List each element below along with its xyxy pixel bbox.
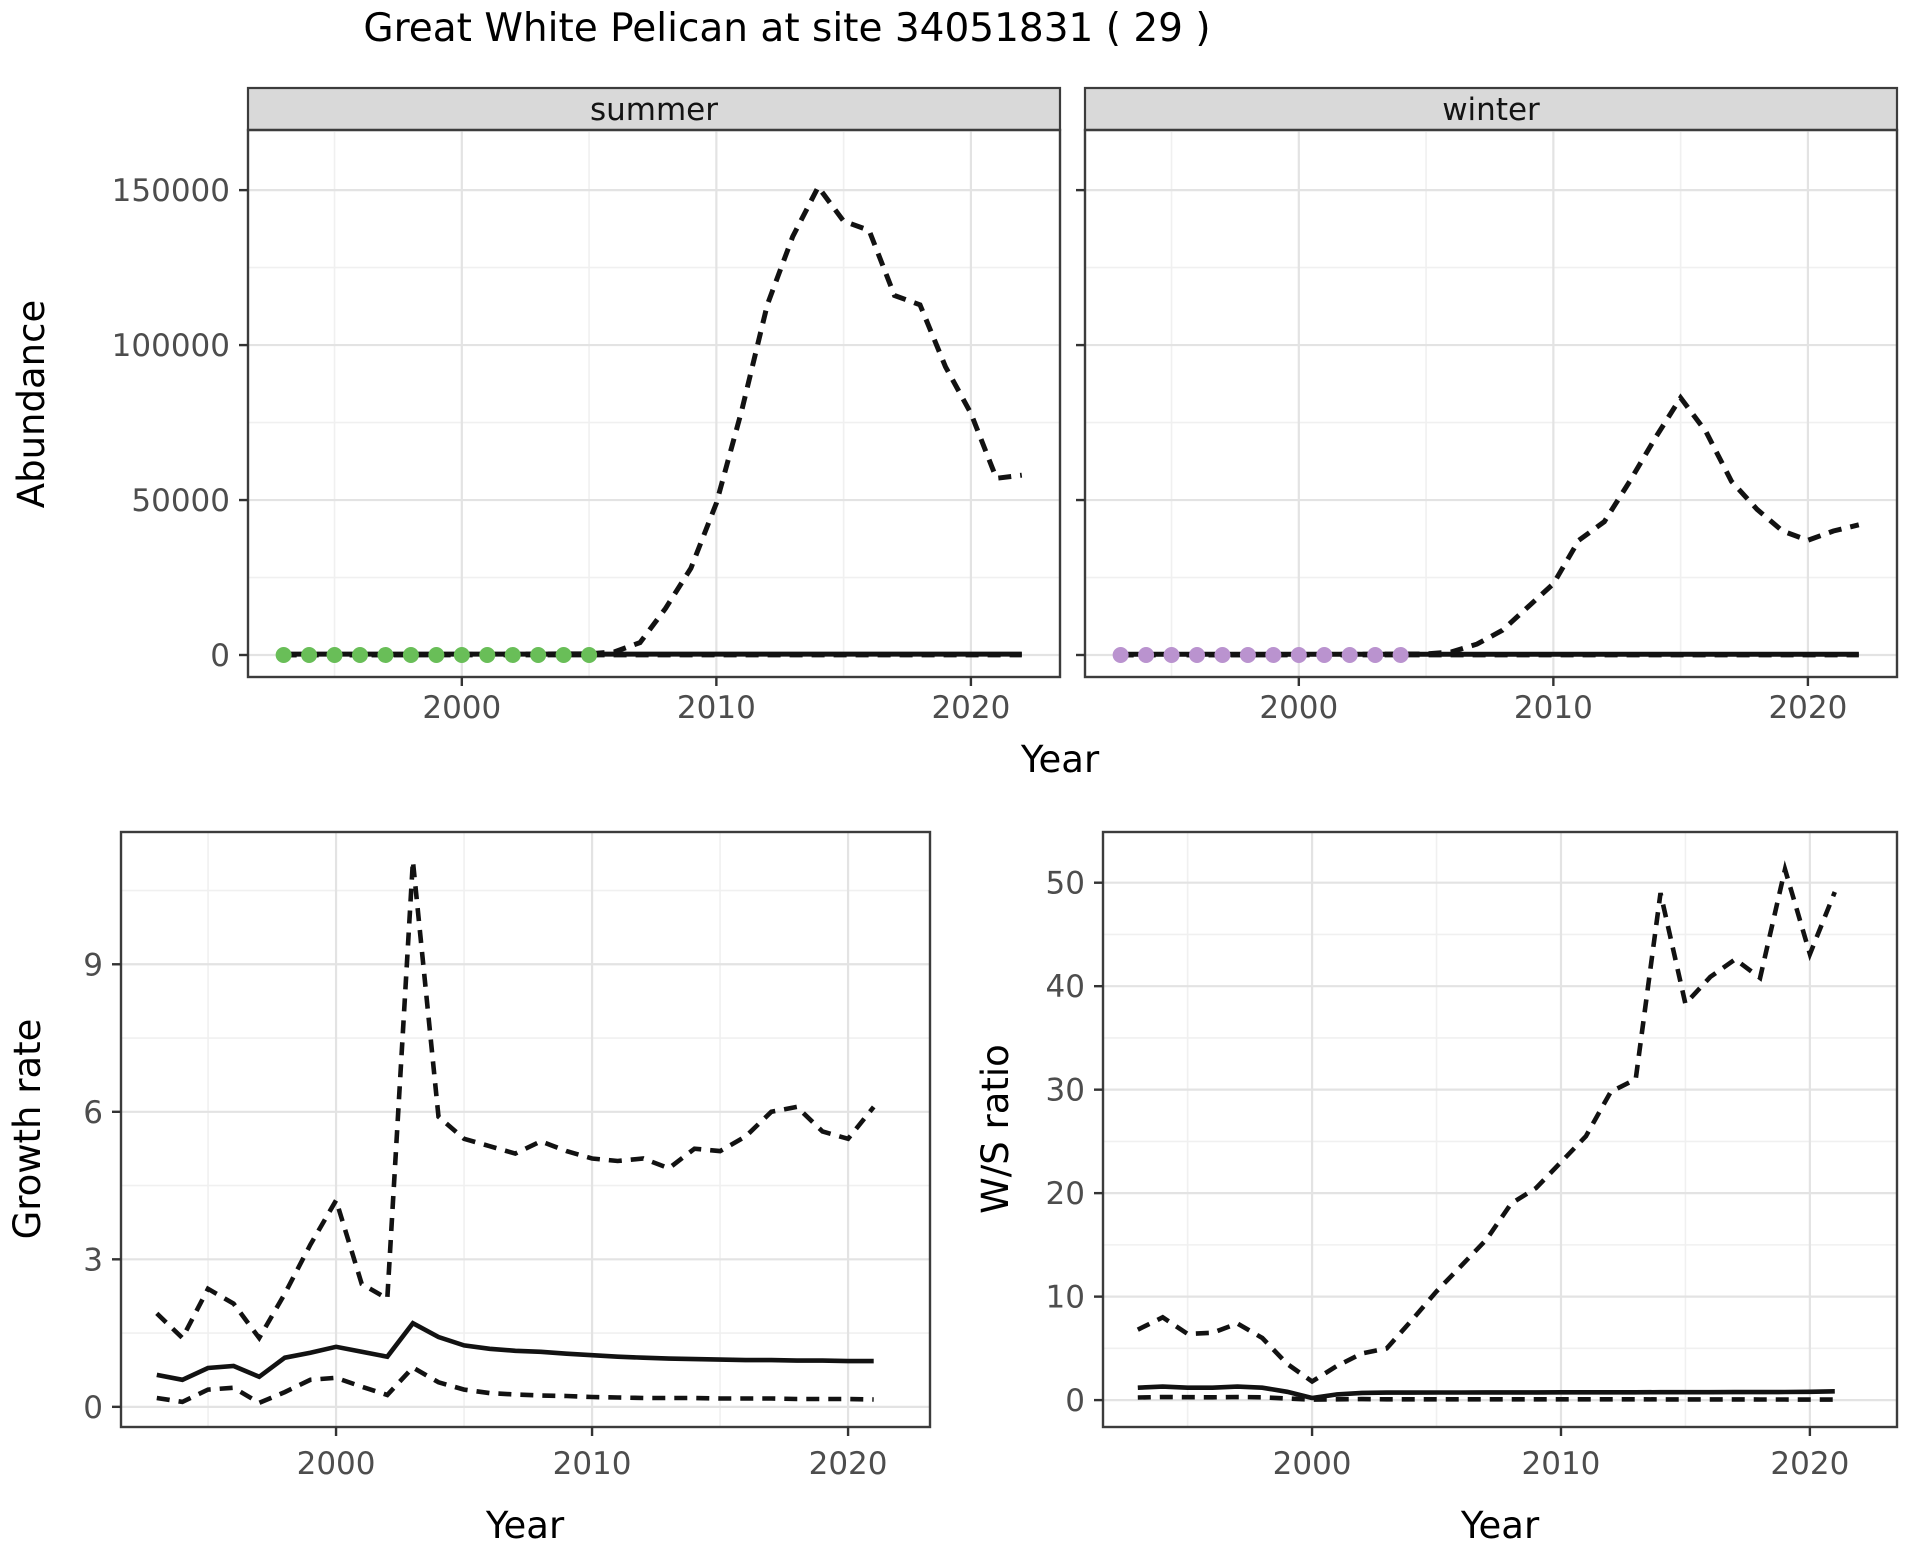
y-tick-label: 40 xyxy=(1046,969,1085,1005)
x-tick-label: 2010 xyxy=(1514,690,1593,726)
y-tick-label: 0 xyxy=(83,1390,103,1426)
panel-border xyxy=(119,830,932,1429)
y-tick-label: 20 xyxy=(1046,1176,1085,1212)
ws_ratio-x-axis-title: Year xyxy=(1460,1504,1540,1547)
x-tick-label: 2020 xyxy=(931,690,1010,726)
abundance-summer-data-point xyxy=(301,646,318,663)
abundance-winter-data-point xyxy=(1112,646,1129,663)
y-tick-label: 30 xyxy=(1046,1073,1085,1109)
y-tick-label: 50 xyxy=(1046,866,1085,902)
x-tick-label: 2010 xyxy=(553,1446,632,1482)
abundance-summer-data-point xyxy=(377,646,394,663)
abundance-y-axis-title: Abundance xyxy=(10,300,53,508)
abundance-summer-data-point xyxy=(402,646,419,663)
ws_ratio-median-line xyxy=(1137,1384,1835,1401)
y-tick-label: 9 xyxy=(83,947,103,983)
panel-border xyxy=(1083,128,1899,679)
y-tick-label: 3 xyxy=(83,1242,103,1278)
ws_ratio-lower_ci-line xyxy=(1137,1394,1835,1402)
abundance-winter-data-point xyxy=(1138,646,1155,663)
x-tick-label: 2000 xyxy=(1259,690,1338,726)
y-tick-label: 10 xyxy=(1046,1280,1085,1316)
abundance-summer-data-point xyxy=(326,646,343,663)
y-tick-label: 50000 xyxy=(131,483,230,519)
facet-strip xyxy=(246,86,1062,132)
abundance-x-axis-title: Year xyxy=(1020,738,1100,781)
abundance-summer-data-point xyxy=(275,646,292,663)
abundance-summer-data-point xyxy=(581,646,598,663)
chart-title: Great White Pelican at site 34051831 ( 2… xyxy=(363,6,1211,51)
x-tick-label: 2020 xyxy=(1768,690,1847,726)
abundance-winter-data-point xyxy=(1239,646,1256,663)
abundance-winter-data-point xyxy=(1392,646,1409,663)
abundance-summer-upper_ci-line xyxy=(283,182,1023,658)
growth_rate-upper_ci-line xyxy=(155,860,876,1343)
abundance-summer-data-point xyxy=(352,646,368,663)
y-tick-label: 100000 xyxy=(112,328,230,364)
y-tick-label: 150000 xyxy=(112,173,230,209)
abundance-winter-data-point xyxy=(1341,646,1358,663)
x-tick-label: 2010 xyxy=(677,690,756,726)
abundance-winter-data-point xyxy=(1290,646,1307,663)
x-tick-label: 2010 xyxy=(1522,1446,1601,1482)
growth_rate-x-axis-title: Year xyxy=(485,1504,565,1547)
growth_rate-median-line xyxy=(156,1320,874,1383)
y-tick-label: 0 xyxy=(1065,1383,1085,1419)
abundance-winter-data-point xyxy=(1163,646,1180,663)
abundance-winter-data-point xyxy=(1265,646,1282,663)
y-tick-label: 6 xyxy=(83,1095,103,1131)
facet-strip-label-summer: summer xyxy=(590,92,718,128)
abundance-summer-data-point xyxy=(504,646,521,663)
abundance-winter-data-point xyxy=(1367,646,1384,663)
y-tick-label: 0 xyxy=(210,638,230,674)
x-tick-label: 2020 xyxy=(1770,1446,1849,1482)
abundance-summer-data-point xyxy=(453,646,470,663)
abundance-winter-data-point xyxy=(1316,646,1333,663)
abundance-winter-data-point xyxy=(1214,646,1231,663)
abundance-summer-data-point xyxy=(555,646,572,663)
abundance-summer-data-point xyxy=(428,646,445,663)
abundance-summer-data-point xyxy=(479,646,496,663)
abundance-winter-data-point xyxy=(1189,646,1205,663)
abundance-winter-upper_ci-line xyxy=(1120,393,1860,658)
x-tick-label: 2000 xyxy=(297,1446,376,1482)
facet-strip-label-winter: winter xyxy=(1442,92,1540,128)
x-tick-label: 2020 xyxy=(809,1446,888,1482)
ws_ratio-upper_ci-line xyxy=(1136,860,1837,1385)
ws_ratio-y-axis-title: W/S ratio xyxy=(974,1044,1017,1214)
x-tick-label: 2000 xyxy=(422,690,501,726)
panel-border xyxy=(1101,830,1899,1429)
x-tick-label: 2000 xyxy=(1273,1446,1352,1482)
growth_rate-y-axis-title: Growth rate xyxy=(6,1019,49,1240)
panel-border xyxy=(246,128,1062,679)
facet-strip xyxy=(1083,86,1899,132)
abundance-summer-data-point xyxy=(530,646,547,663)
